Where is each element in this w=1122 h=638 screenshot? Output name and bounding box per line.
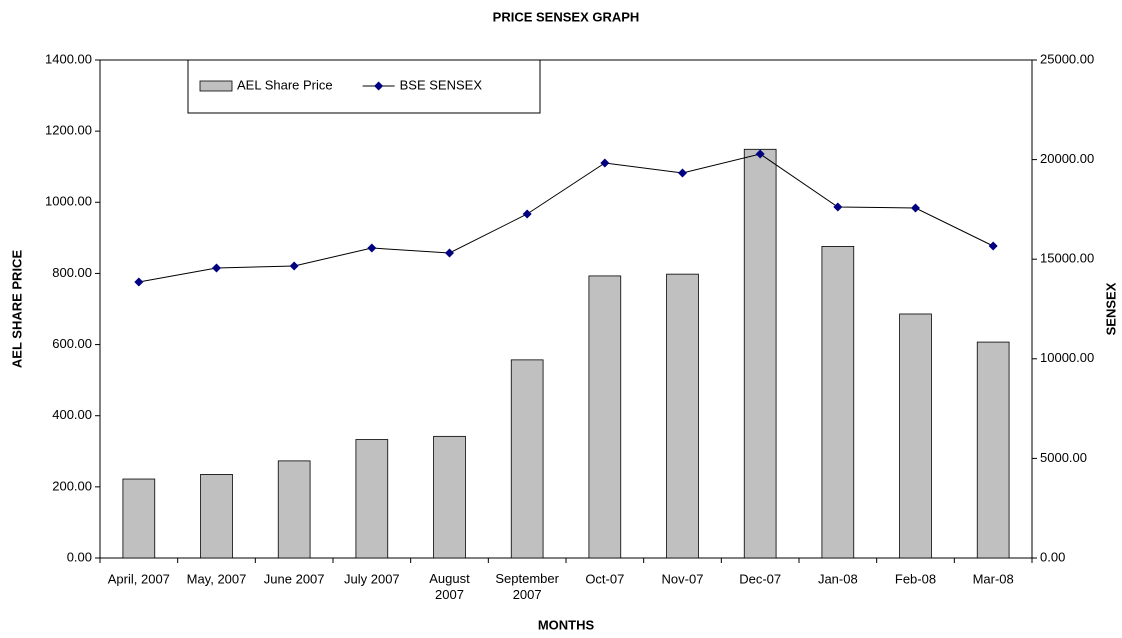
marker <box>833 202 843 212</box>
bar <box>200 474 233 559</box>
x-tick-label: Oct-07 <box>585 571 624 586</box>
bar <box>588 275 622 559</box>
y2-axis-title: SENSEX <box>1103 282 1118 335</box>
legend: AEL Share Price BSE SENSEX <box>187 59 541 114</box>
y-tick-label: 1000.00 <box>45 194 92 209</box>
marker <box>367 243 377 253</box>
y-tick-label: 1400.00 <box>45 51 92 66</box>
y-tick-label: 400.00 <box>52 407 92 422</box>
y-tick-label: 0.00 <box>67 549 92 564</box>
x-tick-label: June 2007 <box>264 571 325 586</box>
marker <box>212 263 221 273</box>
bar <box>743 148 777 559</box>
line <box>138 153 994 283</box>
marker <box>289 261 299 271</box>
legend-marker <box>374 81 384 91</box>
bar <box>976 341 1010 559</box>
y2-tick-label: 15000.00 <box>1040 251 1094 266</box>
x-tick-label: Dec-07 <box>739 571 781 586</box>
x-tick-label: September 2007 <box>495 571 559 602</box>
x-tick-label: May, 2007 <box>187 571 247 586</box>
marker <box>988 241 998 251</box>
bar <box>666 273 699 559</box>
bar <box>433 435 466 559</box>
y2-tick-label: 0.00 <box>1040 549 1065 564</box>
marker <box>522 209 532 219</box>
legend-label: BSE SENSEX <box>400 77 483 92</box>
x-axis-title: MONTHS <box>538 617 595 632</box>
x-tick-label: Mar-08 <box>973 571 1014 586</box>
x-tick-label: Jan-08 <box>818 571 858 586</box>
y2-tick-label: 5000.00 <box>1040 450 1087 465</box>
y-axis-title: AEL SHARE PRICE <box>9 250 24 369</box>
marker <box>911 203 920 213</box>
bar <box>277 460 311 559</box>
marker <box>678 168 687 178</box>
legend-swatch <box>199 80 233 92</box>
bar <box>821 245 855 559</box>
chart-title: PRICE SENSEX GRAPH <box>493 9 640 24</box>
x-tick-label: Feb-08 <box>895 571 936 586</box>
plot-area <box>99 59 1033 559</box>
bar <box>899 313 932 559</box>
y2-tick-label: 10000.00 <box>1040 350 1094 365</box>
marker <box>445 248 454 258</box>
marker <box>755 149 765 159</box>
x-tick-label: Nov-07 <box>662 571 704 586</box>
y2-tick-label: 20000.00 <box>1040 151 1094 166</box>
y-tick-label: 1200.00 <box>45 123 92 138</box>
marker <box>134 277 144 287</box>
legend-label: AEL Share Price <box>237 77 333 92</box>
marker <box>600 158 610 168</box>
y-tick-label: 200.00 <box>52 478 92 493</box>
y-tick-label: 600.00 <box>52 336 92 351</box>
x-tick-label: August 2007 <box>429 571 470 602</box>
y2-tick-label: 25000.00 <box>1040 51 1094 66</box>
y-tick-label: 800.00 <box>52 265 92 280</box>
bar <box>355 439 389 559</box>
bar <box>122 478 156 559</box>
bar <box>510 359 544 559</box>
x-tick-label: April, 2007 <box>108 571 170 586</box>
x-tick-label: July 2007 <box>344 571 400 586</box>
